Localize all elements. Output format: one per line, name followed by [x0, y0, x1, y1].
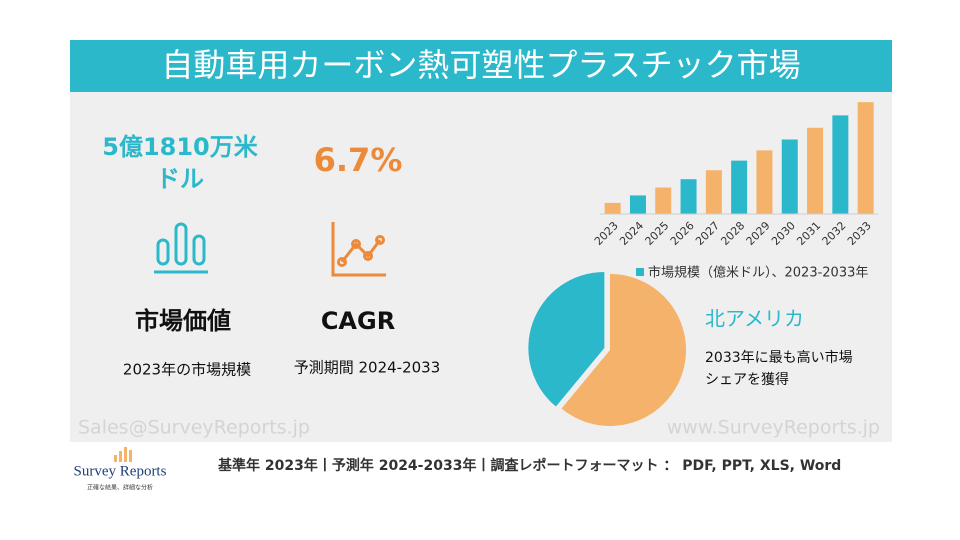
logo-icon — [114, 447, 132, 462]
bar — [629, 195, 646, 214]
region-line: シェアを獲得 — [705, 371, 789, 388]
pie-slice — [561, 274, 687, 426]
line-icon — [331, 222, 386, 277]
stat-note: 2023年の市場規模 — [123, 361, 251, 379]
watermark: www.SurveyReports.jp — [667, 417, 880, 439]
bar — [832, 115, 849, 214]
bar — [807, 127, 824, 214]
bar — [655, 187, 672, 214]
watermark: Sales@SurveyReports.jp — [78, 417, 310, 439]
stat-value: 6.7% — [314, 141, 403, 179]
bar — [756, 150, 773, 214]
stat-label: CAGR — [321, 307, 395, 335]
title: 自動車用カーボン熱可塑性プラスチック市場 — [161, 46, 800, 84]
logo-tagline: 正確な結果、詳細な分析 — [87, 484, 153, 492]
bar — [781, 139, 798, 214]
stat-value: 5億1810万米 — [102, 133, 258, 161]
stat-note: 予測期間 2024-2033 — [294, 359, 441, 377]
bar — [604, 202, 621, 214]
bar — [731, 160, 748, 214]
stat-value: ドル — [156, 165, 204, 193]
bar — [705, 170, 722, 214]
title-bar — [70, 40, 892, 92]
footer-text: 基準年 2023年丨予測年 2024-2033年丨調査レポートフォーマット ： … — [218, 457, 841, 474]
bar-icon — [154, 222, 208, 274]
bar — [680, 179, 697, 214]
legend-label: 市場規模（億米ドル）、2023-2033年 — [648, 265, 868, 281]
logo-text: Survey Reports — [74, 463, 167, 479]
legend-swatch — [636, 268, 644, 276]
bar — [857, 102, 874, 214]
region-name: 北アメリカ — [705, 307, 804, 331]
stat-label: 市場価値 — [135, 307, 231, 335]
pie-slice — [528, 271, 605, 407]
body-panel — [70, 92, 892, 442]
region-line: 2033年に最も高い市場 — [705, 349, 853, 366]
